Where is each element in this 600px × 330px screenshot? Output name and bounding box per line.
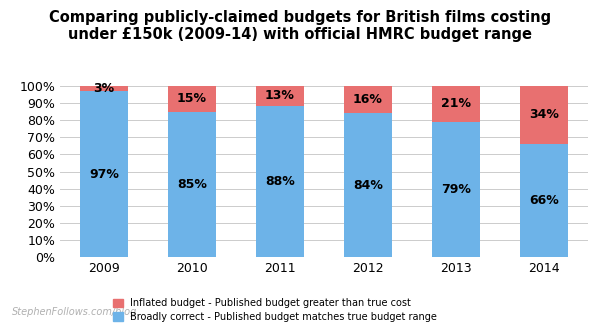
Bar — [432, 86, 480, 122]
Bar — [80, 91, 128, 257]
Bar — [344, 113, 392, 257]
Legend: Inflated budget - Published budget greater than true cost, Broadly correct - Pub: Inflated budget - Published budget great… — [113, 298, 437, 322]
Text: 21%: 21% — [441, 97, 471, 110]
Bar — [168, 86, 216, 112]
Text: 79%: 79% — [441, 183, 471, 196]
Text: 88%: 88% — [265, 176, 295, 188]
Text: 3%: 3% — [94, 82, 115, 95]
Text: 85%: 85% — [177, 178, 207, 191]
Bar — [520, 86, 568, 144]
Text: 84%: 84% — [353, 179, 383, 192]
Bar — [256, 84, 304, 106]
Bar — [256, 106, 304, 257]
Text: 13%: 13% — [265, 89, 295, 102]
Text: 97%: 97% — [89, 168, 119, 181]
Text: 16%: 16% — [353, 93, 383, 106]
Bar — [168, 112, 216, 257]
Bar — [344, 86, 392, 113]
Text: StephenFollows.com/blog: StephenFollows.com/blog — [12, 307, 137, 317]
Text: 15%: 15% — [177, 92, 207, 105]
Text: 66%: 66% — [529, 194, 559, 207]
Text: Comparing publicly-claimed budgets for British films costing
under £150k (2009-1: Comparing publicly-claimed budgets for B… — [49, 10, 551, 42]
Bar — [432, 122, 480, 257]
Bar — [520, 144, 568, 257]
Bar — [80, 86, 128, 91]
Text: 34%: 34% — [529, 109, 559, 121]
